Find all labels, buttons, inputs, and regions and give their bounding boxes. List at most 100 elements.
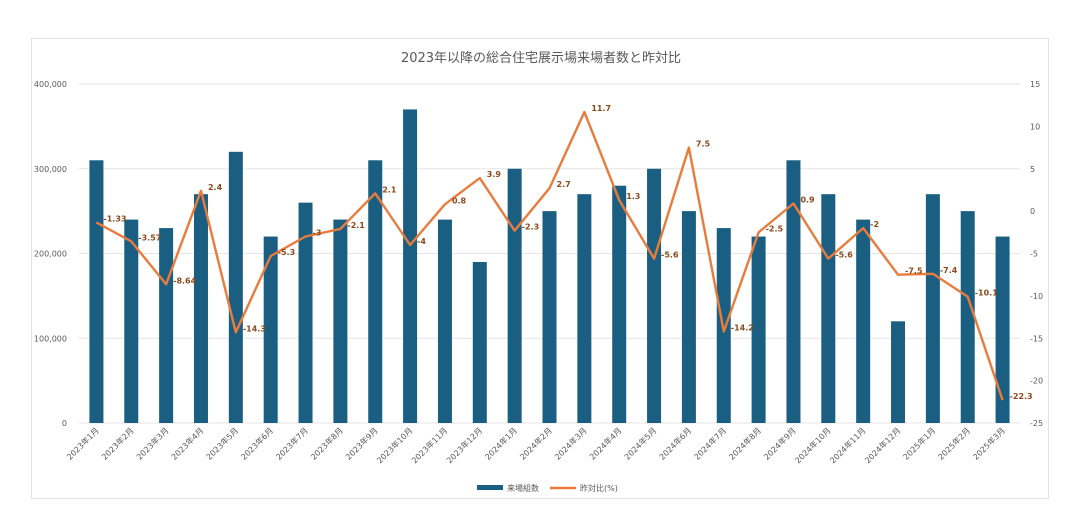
left-tick-label: 100,000	[34, 334, 67, 343]
bar	[891, 321, 906, 423]
right-tick-label: 0	[1030, 207, 1035, 216]
data-label: 0.9	[800, 195, 815, 204]
data-label: -2.5	[766, 224, 784, 233]
x-tick-label: 2025年1月	[901, 425, 937, 461]
bar	[403, 109, 418, 424]
right-axis: 15 10 5 0 -5 -10 -15 -20 -25	[1030, 80, 1043, 428]
bar	[159, 228, 174, 423]
x-tick-label: 2023年7月	[274, 425, 310, 461]
x-tick-label: 2023年10月	[375, 425, 415, 465]
x-tick-label: 2023年6月	[239, 425, 275, 461]
data-label: -3.57	[138, 233, 161, 242]
right-tick-label: 15	[1030, 80, 1040, 89]
data-label: -7.5	[905, 267, 923, 276]
bar	[577, 194, 592, 423]
x-tick-label: 2024年10月	[793, 425, 833, 465]
bar	[193, 194, 208, 423]
data-label: -14.3	[243, 324, 266, 333]
data-label: -2.1	[347, 221, 365, 230]
bar	[263, 236, 278, 423]
x-tick-label: 2023年5月	[204, 425, 240, 461]
bar	[437, 219, 452, 423]
x-tick-label: 2024年1月	[483, 425, 519, 461]
x-tick-label: 2023年9月	[343, 425, 379, 461]
data-label: 0.8	[452, 196, 467, 205]
data-label: 2.7	[557, 180, 571, 189]
data-label: -10.1	[975, 289, 998, 298]
right-tick-label: -20	[1030, 377, 1043, 386]
bar	[647, 168, 662, 423]
x-tick-label: 2023年8月	[308, 425, 344, 461]
legend-line-label: 昨対比(%)	[580, 483, 618, 493]
x-tick-label: 2025年3月	[971, 425, 1007, 461]
chart-frame: 2023年以降の総合住宅展示場来場者数と昨対比 0 100,000 200,000 3…	[31, 38, 1049, 499]
data-label: 11.7	[591, 104, 611, 113]
bar	[751, 236, 766, 423]
data-label: -1.33	[103, 214, 126, 223]
left-tick-label: 300,000	[34, 165, 67, 174]
left-tick-label: 0	[62, 419, 67, 428]
data-label: -5.3	[278, 248, 296, 257]
left-tick-label: 400,000	[34, 80, 67, 89]
legend-bar-swatch	[477, 485, 503, 490]
left-tick-label: 200,000	[34, 250, 67, 259]
x-tick-label: 2023年2月	[99, 425, 135, 461]
right-tick-label: -15	[1030, 334, 1043, 343]
x-tick-label: 2023年12月	[444, 425, 484, 465]
left-axis: 0 100,000 200,000 300,000 400,000	[34, 80, 67, 428]
x-tick-label: 2024年11月	[828, 425, 868, 465]
data-label: -5.6	[661, 251, 679, 260]
bar	[960, 211, 975, 423]
right-tick-label: -25	[1030, 419, 1043, 428]
legend-bar-label: 来場組数	[507, 483, 539, 493]
x-tick-label: 2024年6月	[657, 425, 693, 461]
bar	[681, 211, 696, 423]
bar	[995, 236, 1010, 423]
x-tick-label: 2023年11月	[409, 425, 449, 465]
x-tick-label: 2024年2月	[518, 425, 554, 461]
x-tick-label: 2023年3月	[134, 425, 170, 461]
bar	[368, 160, 383, 423]
data-label: 1.3	[626, 192, 640, 201]
x-tick-label: 2023年4月	[169, 425, 205, 461]
bar	[124, 219, 139, 423]
data-label: 7.5	[696, 140, 711, 149]
right-tick-label: -10	[1030, 292, 1043, 301]
bar	[856, 219, 871, 423]
bar	[298, 202, 313, 423]
bar	[786, 160, 801, 423]
data-label: 3.9	[487, 170, 502, 179]
right-tick-label: -5	[1030, 250, 1038, 259]
data-label: -14.2	[731, 323, 754, 332]
right-tick-label: 10	[1030, 122, 1040, 131]
bar	[472, 261, 487, 423]
bar	[925, 194, 940, 423]
data-label: -4	[417, 237, 426, 246]
line-path	[95, 110, 1004, 401]
data-label: 2.1	[382, 185, 397, 194]
data-label: 2.4	[208, 183, 223, 192]
data-labels: -1.33 -3.57 -8.64 2.4 -14.3 -5.3 -3 -2.1 2.1 -4 0.…	[103, 104, 1032, 401]
data-label: -5.6	[835, 251, 853, 260]
x-tick-label: 2023年1月	[64, 425, 100, 461]
x-axis: 2023年1月 2023年2月 2023年3月 2023年4月 2023年5月 2023年…	[64, 425, 1007, 465]
bar	[333, 219, 348, 423]
line-series	[95, 110, 1004, 401]
bar	[89, 160, 104, 423]
bar	[542, 211, 557, 423]
data-label: -22.3	[1010, 392, 1033, 401]
bar	[228, 151, 243, 424]
data-label: -2.3	[522, 223, 540, 232]
bar	[821, 194, 836, 423]
x-tick-label: 2024年12月	[862, 425, 902, 465]
bar-series	[89, 109, 1010, 424]
right-tick-label: 5	[1030, 165, 1035, 174]
x-tick-label: 2025年2月	[936, 425, 972, 461]
data-label: -8.64	[173, 276, 196, 285]
data-label: -7.4	[940, 266, 958, 275]
x-tick-label: 2024年7月	[692, 425, 728, 461]
chart-title: 2023年以降の総合住宅展示場来場者数と昨対比	[401, 51, 681, 66]
data-label: -2	[870, 220, 879, 229]
combo-chart: 2023年以降の総合住宅展示場来場者数と昨対比 0 100,000 200,000 3…	[34, 51, 1043, 493]
bar	[612, 185, 627, 423]
